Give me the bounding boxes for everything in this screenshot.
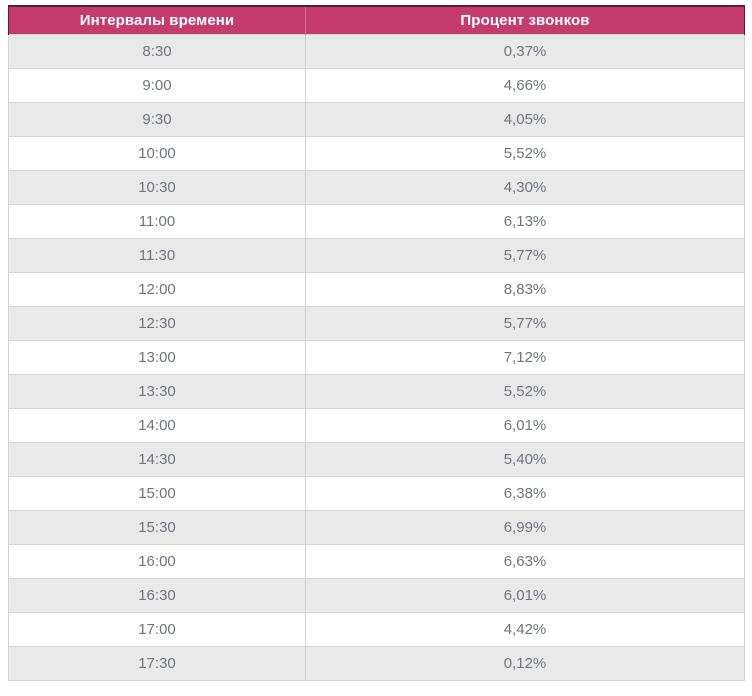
call-percent-cell: 4,66% — [305, 68, 745, 103]
table-row: 12:00 8,83% — [8, 272, 745, 307]
time-interval-cell: 16:00 — [8, 544, 306, 579]
time-interval-cell: 9:30 — [8, 102, 306, 137]
call-percent-cell: 4,05% — [305, 102, 745, 137]
time-interval-cell: 10:00 — [8, 136, 306, 171]
table-row: 16:00 6,63% — [8, 544, 745, 579]
table-row: 10:00 5,52% — [8, 136, 745, 171]
call-percent-cell: 6,63% — [305, 544, 745, 579]
call-percent-cell: 8,83% — [305, 272, 745, 307]
column-header-call-percent: Процент звонков — [305, 5, 745, 35]
call-percent-cell: 7,12% — [305, 340, 745, 375]
table-row: 15:00 6,38% — [8, 476, 745, 511]
time-interval-cell: 14:30 — [8, 442, 306, 477]
table-row: 8:30 0,37% — [8, 34, 745, 69]
time-interval-cell: 9:00 — [8, 68, 306, 103]
call-percent-cell: 6,99% — [305, 510, 745, 545]
time-interval-cell: 13:00 — [8, 340, 306, 375]
table-row: 12:30 5,77% — [8, 306, 745, 341]
table-row: 9:00 4,66% — [8, 68, 745, 103]
call-percent-cell: 5,52% — [305, 374, 745, 409]
time-interval-cell: 12:30 — [8, 306, 306, 341]
call-percent-cell: 6,01% — [305, 408, 745, 443]
time-interval-cell: 13:30 — [8, 374, 306, 409]
table-row: 9:30 4,05% — [8, 102, 745, 137]
calls-by-time-table: Интервалы времени Процент звонков 8:30 0,… — [8, 5, 745, 681]
table-row: 10:30 4,30% — [8, 170, 745, 205]
column-header-time-intervals: Интервалы времени — [8, 5, 306, 35]
table-row: 17:00 4,42% — [8, 612, 745, 647]
time-interval-cell: 17:30 — [8, 646, 306, 681]
table-row: 14:00 6,01% — [8, 408, 745, 443]
time-interval-cell: 17:00 — [8, 612, 306, 647]
table-body: 8:30 0,37% 9:00 4,66% 9:30 4,05% 10:00 5,52% 10:… — [8, 34, 745, 681]
table-row: 17:30 0,12% — [8, 646, 745, 681]
time-interval-cell: 11:00 — [8, 204, 306, 239]
time-interval-cell: 16:30 — [8, 578, 306, 613]
table-header-row: Интервалы времени Процент звонков — [8, 5, 745, 35]
time-interval-cell: 10:30 — [8, 170, 306, 205]
table-row: 16:30 6,01% — [8, 578, 745, 613]
call-percent-cell: 5,77% — [305, 306, 745, 341]
call-percent-cell: 6,38% — [305, 476, 745, 511]
time-interval-cell: 11:30 — [8, 238, 306, 273]
call-percent-cell: 5,77% — [305, 238, 745, 273]
time-interval-cell: 14:00 — [8, 408, 306, 443]
time-interval-cell: 12:00 — [8, 272, 306, 307]
call-percent-cell: 0,37% — [305, 34, 745, 69]
time-interval-cell: 15:00 — [8, 476, 306, 511]
call-percent-cell: 6,13% — [305, 204, 745, 239]
table-row: 13:30 5,52% — [8, 374, 745, 409]
call-percent-cell: 4,42% — [305, 612, 745, 647]
call-percent-cell: 4,30% — [305, 170, 745, 205]
table-row: 11:30 5,77% — [8, 238, 745, 273]
page: Интервалы времени Процент звонков 8:30 0,… — [8, 5, 745, 681]
call-percent-cell: 6,01% — [305, 578, 745, 613]
time-interval-cell: 15:30 — [8, 510, 306, 545]
call-percent-cell: 0,12% — [305, 646, 745, 681]
time-interval-cell: 8:30 — [8, 34, 306, 69]
call-percent-cell: 5,52% — [305, 136, 745, 171]
table-row: 15:30 6,99% — [8, 510, 745, 545]
table-row: 13:00 7,12% — [8, 340, 745, 375]
call-percent-cell: 5,40% — [305, 442, 745, 477]
table-row: 14:30 5,40% — [8, 442, 745, 477]
table-head: Интервалы времени Процент звонков — [8, 5, 745, 35]
table-row: 11:00 6,13% — [8, 204, 745, 239]
